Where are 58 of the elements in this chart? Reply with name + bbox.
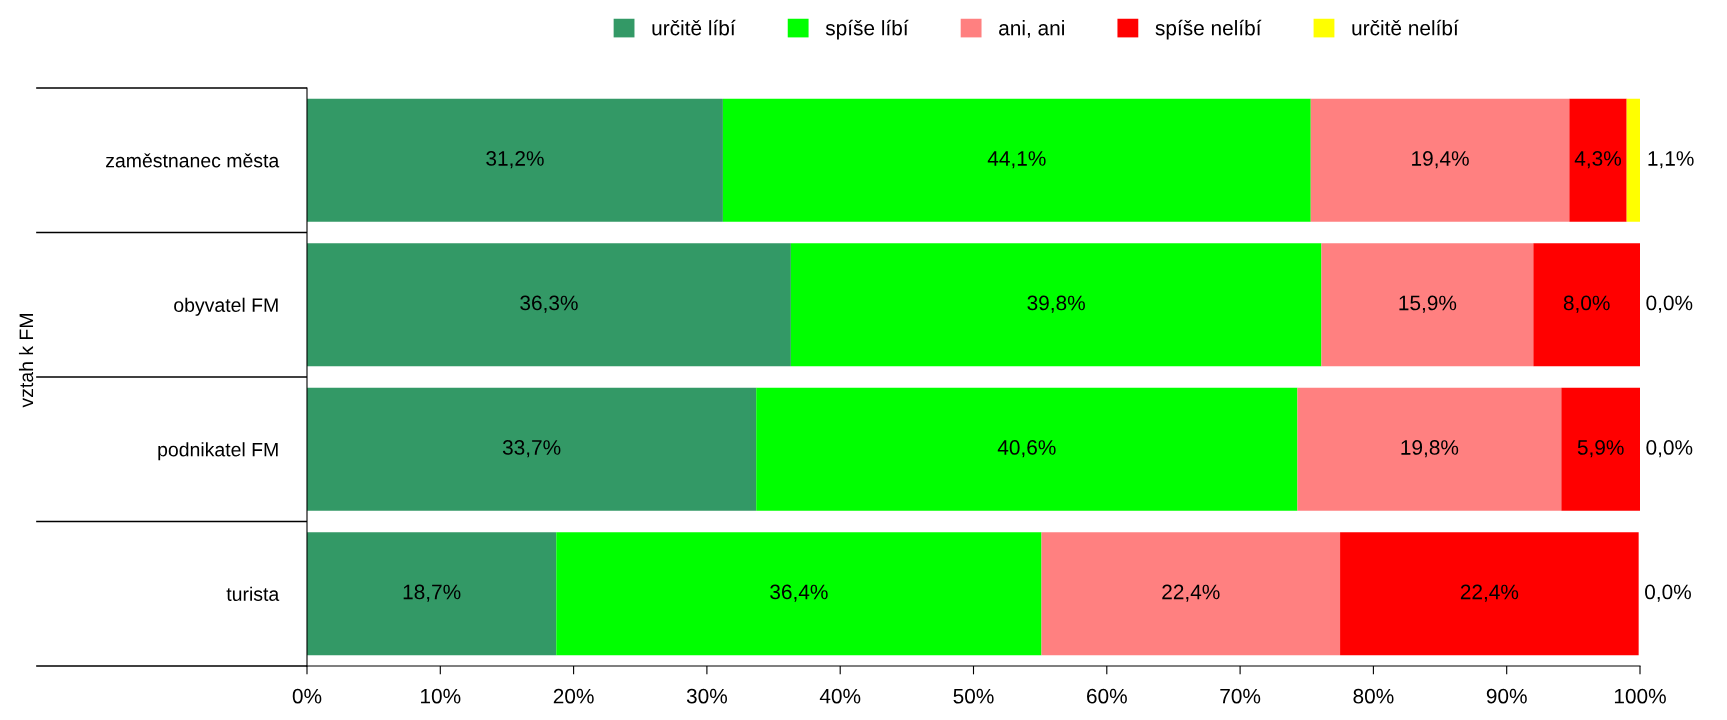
bar <box>307 243 791 367</box>
legend-label: určitě nelíbí <box>1352 19 1459 36</box>
bar <box>1533 243 1640 367</box>
bar <box>790 243 1322 367</box>
data-label: 15,9% <box>1399 295 1457 313</box>
y-tick-label: zaměstnanec města <box>106 153 280 168</box>
x-tick-label: 60% <box>1087 688 1127 704</box>
bar <box>1569 98 1627 222</box>
x-tick-label: 10% <box>421 688 461 704</box>
x-tick-label: 20% <box>553 688 594 704</box>
x-tick-label: 0% <box>292 688 322 704</box>
x-tick-label: 80% <box>1353 688 1394 704</box>
x-tick-label: 50% <box>953 688 994 704</box>
data-label: 44,1% <box>987 151 1046 169</box>
bar <box>722 98 1311 222</box>
data-label: 1,1% <box>1648 151 1694 169</box>
x-tick-label: 90% <box>1486 688 1527 704</box>
bar <box>307 98 723 222</box>
data-label: 0,0% <box>1646 295 1693 313</box>
bar <box>1041 532 1341 656</box>
legend-label: ani, ani <box>999 20 1064 38</box>
x-tick-label: 70% <box>1220 688 1261 704</box>
legend-label: určitě líbí <box>652 19 736 36</box>
bar <box>556 532 1042 656</box>
data-label: 31,2% <box>486 151 544 169</box>
data-label: 22,4% <box>1162 584 1220 602</box>
bar <box>1340 532 1639 656</box>
y-axis-title: vztah k FM <box>18 314 34 408</box>
data-label: 19,4% <box>1412 151 1469 169</box>
data-label: 0,0% <box>1645 584 1691 602</box>
bar <box>307 532 557 656</box>
legend-label: spíše líbí <box>825 19 909 40</box>
y-tick-label: obyvatel FM <box>174 297 278 316</box>
bar <box>756 387 1298 511</box>
bar <box>1626 98 1640 222</box>
x-tick-label: 100% <box>1614 688 1666 704</box>
data-label: 0,0% <box>1646 440 1693 458</box>
data-label: 36,3% <box>520 295 578 313</box>
data-label: 40,6% <box>997 440 1056 458</box>
data-label: 33,7% <box>502 440 561 458</box>
data-label: 5,9% <box>1577 440 1624 458</box>
x-tick-label: 40% <box>819 688 861 704</box>
data-label: 8,0% <box>1563 295 1610 313</box>
bar <box>1297 387 1562 511</box>
data-label: 18,7% <box>403 584 461 602</box>
data-label: 19,8% <box>1401 440 1459 458</box>
bar <box>1310 98 1570 222</box>
data-label: 39,8% <box>1027 295 1085 313</box>
y-tick-label: podnikatel FM <box>158 442 278 461</box>
bar <box>307 387 757 511</box>
bar <box>1321 243 1534 367</box>
data-label: 22,4% <box>1460 584 1519 602</box>
x-tick-label: 30% <box>686 688 728 704</box>
data-label: 36,4% <box>770 584 828 602</box>
legend-label: spíše nelíbí <box>1155 19 1262 40</box>
bar <box>1561 387 1640 511</box>
y-tick-label: turista <box>226 586 280 601</box>
data-label: 4,3% <box>1574 151 1622 169</box>
